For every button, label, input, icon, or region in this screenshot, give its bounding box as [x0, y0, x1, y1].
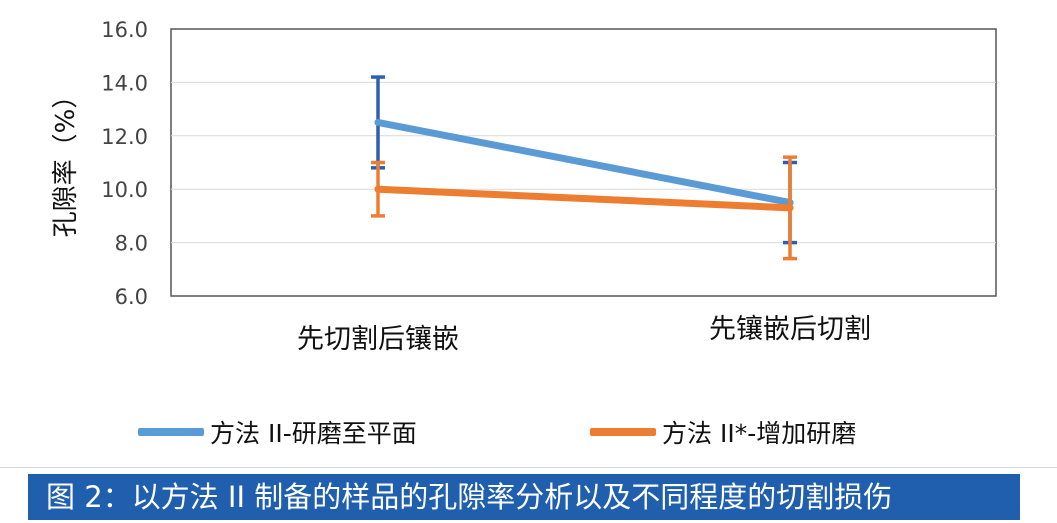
y-tick-label: 6.0 [115, 285, 148, 309]
chart-area: 6.0 8.0 10.0 12.0 14.0 16.0 先切割后镶嵌 先镶嵌后切割 孔隙率（… [51, 18, 997, 355]
legend-item-method-ii: 方法 II-研磨至平面 [138, 412, 417, 452]
data-point [786, 204, 794, 212]
series-line [374, 118, 794, 207]
data-point [374, 185, 382, 193]
y-tick-label: 8.0 [115, 232, 148, 256]
series-2 [371, 155, 797, 261]
y-tick-label: 12.0 [101, 125, 148, 149]
x-category-label: 先镶嵌后切割 [709, 314, 871, 345]
caption-divider [0, 467, 1057, 468]
y-tick-label: 16.0 [101, 18, 148, 42]
legend-item-method-ii-star: 方法 II*-增加研磨 [590, 412, 856, 452]
legend-swatch-method-ii-star [590, 428, 656, 436]
y-axis-label: 孔隙率（%） [51, 83, 81, 238]
y-tick-label: 10.0 [101, 178, 148, 202]
y-tick-label: 14.0 [101, 71, 148, 95]
legend: 方法 II-研磨至平面 方法 II*-增加研磨 [0, 412, 1057, 452]
figure-caption: 图 2：以方法 II 制备的样品的孔隙率分析以及不同程度的切割损伤 [28, 474, 1020, 520]
legend-label-method-ii: 方法 II-研磨至平面 [210, 419, 417, 448]
legend-label-method-ii-star: 方法 II*-增加研磨 [662, 419, 857, 448]
legend-swatch-method-ii [138, 428, 204, 436]
y-axis-ticks: 6.0 8.0 10.0 12.0 14.0 16.0 [101, 18, 148, 309]
gridlines [171, 81, 996, 244]
data-point [374, 118, 382, 126]
x-axis-categories: 先切割后镶嵌 先镶嵌后切割 [297, 314, 871, 355]
series-line [374, 185, 794, 212]
series-group [371, 75, 797, 261]
x-category-label: 先切割后镶嵌 [297, 324, 459, 355]
